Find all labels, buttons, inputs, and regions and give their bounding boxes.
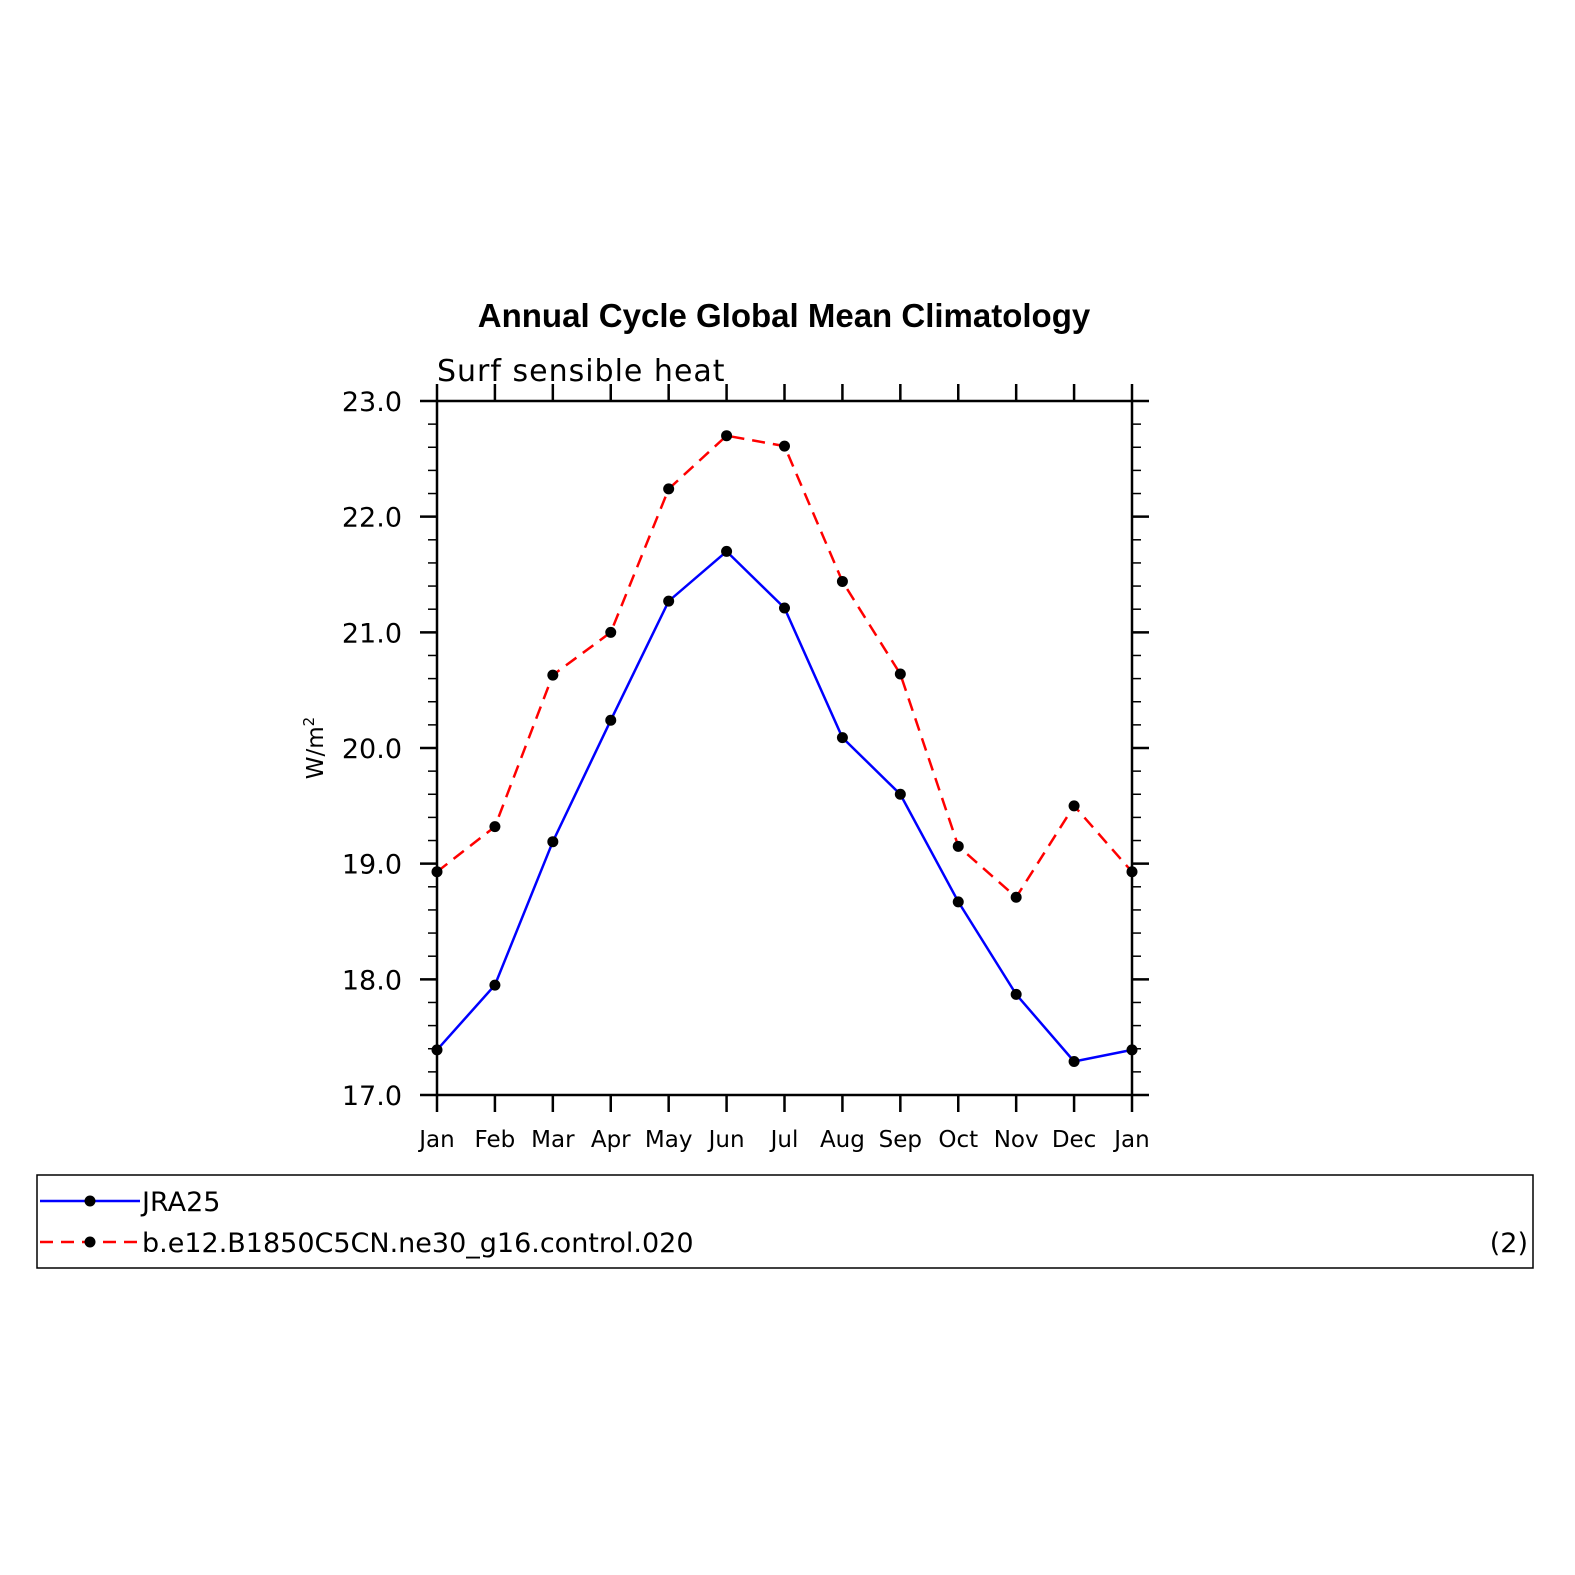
x-tick-label-8: Sep <box>879 1127 922 1153</box>
series-0-point-8 <box>894 788 906 800</box>
series-1-point-4 <box>663 483 675 495</box>
plot-frame <box>435 399 1134 1097</box>
y-tick-label-3: 20.0 <box>342 734 402 765</box>
legend-label-model: b.e12.B1850C5CN.ne30_g16.control.020 <box>142 1228 694 1259</box>
series-0-point-4 <box>663 595 675 607</box>
series-1-point-8 <box>894 668 906 680</box>
x-tick-label-1: Feb <box>475 1127 516 1153</box>
x-tick-label-4: May <box>645 1127 693 1153</box>
x-tick-label-6: Jul <box>769 1127 799 1153</box>
series-0-point-2 <box>547 836 559 848</box>
x-tick-label-11: Dec <box>1052 1127 1097 1153</box>
y-tick-label-1: 18.0 <box>342 965 402 996</box>
legend-marker-jra25 <box>84 1195 96 1207</box>
series-1-point-7 <box>836 575 848 587</box>
x-tick-label-5: Jun <box>707 1127 745 1153</box>
x-tick-label-3: Apr <box>591 1127 631 1153</box>
x-tick-label-0: Jan <box>417 1127 454 1153</box>
series-0-point-3 <box>605 714 617 726</box>
legend-marker-model <box>84 1236 96 1248</box>
x-tick-label-10: Nov <box>994 1127 1039 1153</box>
x-tick-label-12: Jan <box>1112 1127 1149 1153</box>
y-axis-label: W/m2 <box>300 717 329 779</box>
series-0-point-1 <box>489 979 501 991</box>
series-1-point-1 <box>489 821 501 833</box>
x-tick-label-7: Aug <box>820 1127 865 1153</box>
y-tick-label-2: 19.0 <box>342 850 402 881</box>
y-tick-label-0: 17.0 <box>342 1081 402 1112</box>
x-tick-label-2: Mar <box>531 1127 575 1153</box>
series-0-point-9 <box>952 896 964 908</box>
y-tick-label-6: 23.0 <box>342 387 402 418</box>
series-0-point-5 <box>721 545 733 557</box>
series-1-point-11 <box>1068 800 1080 812</box>
series-1-point-2 <box>547 669 559 681</box>
x-tick-label-9: Oct <box>938 1127 978 1153</box>
series-1-point-10 <box>1010 891 1022 903</box>
series-line-1 <box>436 434 1133 900</box>
series-1-point-6 <box>779 440 790 452</box>
axis-ticks <box>420 384 1149 1112</box>
series-line-0 <box>436 549 1133 1063</box>
series-0-point-10 <box>1010 988 1022 1000</box>
series-1-point-5 <box>721 430 733 442</box>
chart-title: Annual Cycle Global Mean Climatology <box>478 297 1091 334</box>
legend-label-jra25: JRA25 <box>140 1187 220 1218</box>
x-tick-labels: Jan Feb Mar Apr May Jun Jul Aug Sep Oct Nov Dec Jan <box>417 1127 1149 1153</box>
y-tick-label-4: 21.0 <box>342 618 402 649</box>
series-1-point-3 <box>605 626 617 638</box>
series-0-point-11 <box>1068 1055 1080 1067</box>
series-0-point-6 <box>779 602 790 614</box>
series-markers <box>431 430 1138 1067</box>
series-0-point-7 <box>836 732 848 744</box>
series-1-point-9 <box>952 840 964 852</box>
y-tick-label-5: 22.0 <box>342 503 402 534</box>
legend-tag: (2) <box>1490 1228 1528 1259</box>
legend-box <box>36 1174 1534 1269</box>
chart-subtitle: Surf sensible heat <box>437 354 726 389</box>
legend: JRA25 b.e12.B1850C5CN.ne30_g16.control.0… <box>36 1174 1534 1269</box>
y-tick-labels: 17.0 18.0 19.0 20.0 21.0 22.0 23.0 <box>342 387 402 1112</box>
series-lines <box>436 434 1133 1063</box>
